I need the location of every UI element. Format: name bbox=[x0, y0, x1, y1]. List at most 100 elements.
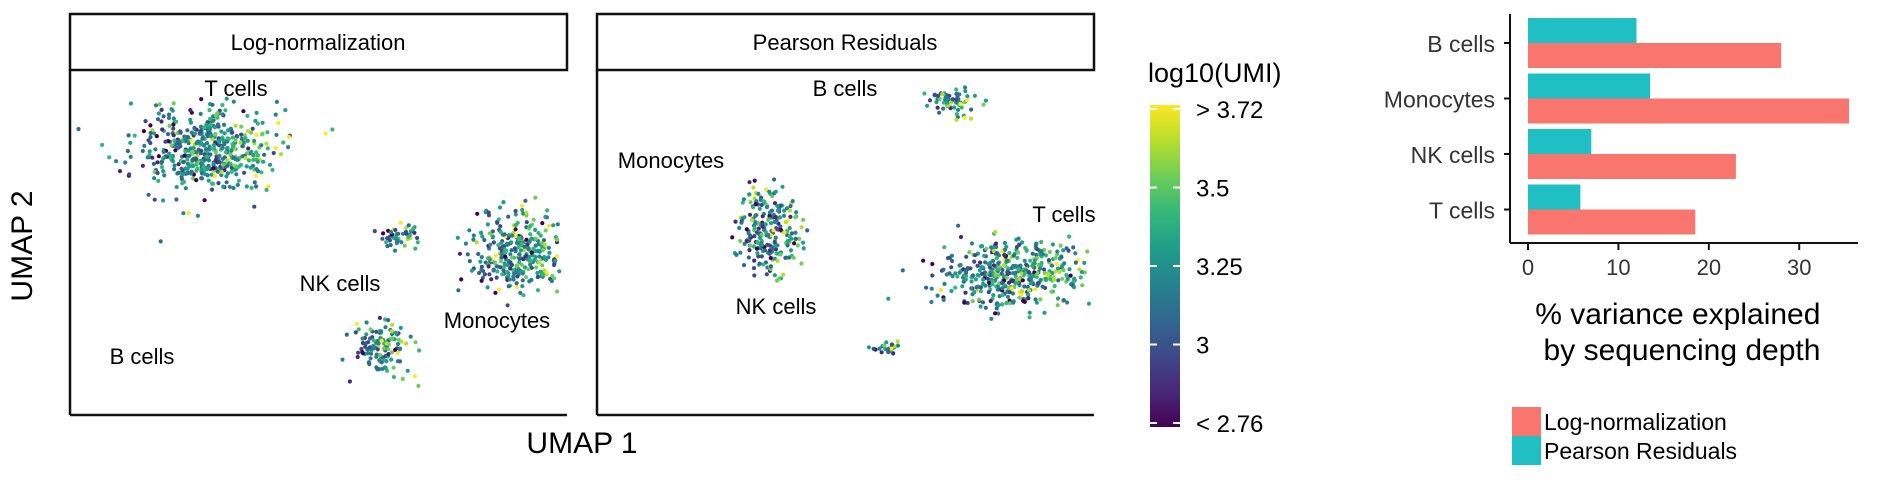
scatter-point bbox=[761, 262, 766, 267]
scatter-point bbox=[1020, 278, 1025, 283]
scatter-point bbox=[772, 239, 777, 245]
scatter-point bbox=[742, 215, 747, 220]
scatter-point bbox=[981, 277, 986, 282]
scatter-point bbox=[922, 91, 927, 96]
scatter-point bbox=[996, 273, 1001, 278]
scatter-point bbox=[954, 117, 959, 122]
scatter-point bbox=[128, 140, 133, 145]
scatter-point bbox=[552, 276, 557, 281]
scatter-point bbox=[753, 213, 758, 219]
scatter-point bbox=[371, 338, 376, 343]
scatter-point bbox=[365, 351, 370, 356]
scatter-point bbox=[415, 235, 420, 241]
scatter-point bbox=[545, 208, 550, 213]
scatter-point bbox=[416, 383, 421, 388]
scatter-point bbox=[384, 341, 389, 346]
scatter-point bbox=[930, 273, 935, 278]
legend-swatch-pearson-residuals bbox=[1512, 436, 1541, 465]
scatter-point bbox=[533, 254, 538, 260]
scatter-point bbox=[377, 358, 382, 363]
scatter-point bbox=[211, 118, 216, 123]
scatter-point bbox=[213, 150, 219, 155]
scatter-point bbox=[553, 258, 558, 263]
bar-pearson-residuals bbox=[1528, 184, 1581, 210]
scatter-point bbox=[524, 275, 529, 280]
scatter-point bbox=[950, 273, 955, 279]
scatter-point bbox=[159, 119, 164, 124]
scatter-point bbox=[380, 366, 385, 371]
scatter-point bbox=[252, 204, 257, 209]
scatter-point bbox=[497, 205, 503, 210]
scatter-point bbox=[958, 234, 964, 240]
scatter-point bbox=[533, 195, 538, 200]
scatter-point bbox=[243, 155, 248, 161]
scatter-point bbox=[265, 130, 270, 135]
scatter-point bbox=[509, 255, 514, 260]
scatter-point bbox=[1022, 258, 1027, 263]
scatter-point bbox=[523, 198, 528, 203]
scatter-point bbox=[493, 260, 498, 265]
scatter-point bbox=[789, 236, 794, 241]
scatter-point bbox=[188, 117, 193, 122]
scatter-point bbox=[186, 141, 191, 146]
scatter-point bbox=[756, 226, 761, 231]
scatter-point bbox=[1034, 272, 1039, 277]
scatter-point bbox=[231, 185, 236, 191]
bar-log-normalization bbox=[1528, 43, 1782, 68]
scatter-point bbox=[1005, 294, 1011, 299]
scatter-point bbox=[224, 174, 229, 179]
scatter-point bbox=[529, 250, 534, 255]
scatter-point bbox=[900, 268, 905, 273]
scatter-point bbox=[360, 350, 365, 355]
bar-x-axis-title-line-2: by sequencing depth bbox=[1544, 334, 1821, 367]
scatter-point bbox=[752, 273, 757, 278]
scatter-point bbox=[773, 215, 778, 220]
scatter-point bbox=[1011, 300, 1016, 305]
scatter-point bbox=[772, 177, 777, 182]
scatter-point bbox=[487, 231, 492, 236]
scatter-point bbox=[190, 164, 196, 169]
scatter-point bbox=[994, 256, 999, 261]
scatter-point bbox=[107, 155, 112, 160]
scatter-point bbox=[259, 143, 264, 148]
facet-strip bbox=[595, 12, 1096, 72]
scatter-point bbox=[980, 271, 985, 276]
scatter-point bbox=[534, 265, 539, 270]
scatter-point bbox=[513, 212, 518, 217]
scatter-point bbox=[1038, 266, 1043, 271]
scatter-point bbox=[205, 173, 210, 178]
scatter-point bbox=[405, 368, 410, 373]
scatter-point bbox=[502, 248, 507, 254]
scatter-point bbox=[1042, 267, 1047, 272]
scatter-point bbox=[146, 192, 151, 197]
scatter-point bbox=[519, 203, 525, 208]
scatter-point bbox=[749, 217, 755, 222]
scatter-point bbox=[246, 146, 251, 151]
scatter-point bbox=[751, 205, 756, 210]
scatter-point bbox=[181, 160, 186, 165]
scatter-point bbox=[230, 130, 235, 135]
scatter-point bbox=[215, 169, 220, 174]
scatter-point bbox=[193, 131, 198, 136]
scatter-point bbox=[1035, 247, 1040, 252]
scatter-point bbox=[171, 116, 176, 121]
scatter-point bbox=[778, 203, 783, 208]
scatter-points bbox=[730, 85, 1091, 356]
scatter-point bbox=[481, 269, 486, 274]
scatter-point bbox=[172, 163, 177, 168]
scatter-point bbox=[161, 169, 166, 174]
scatter-point bbox=[161, 156, 166, 161]
scatter-point bbox=[389, 329, 394, 334]
scatter-point bbox=[140, 163, 145, 168]
scatter-point bbox=[513, 227, 518, 232]
scatter-point bbox=[985, 276, 991, 281]
scatter-point bbox=[399, 339, 404, 344]
scatter-point bbox=[738, 250, 743, 255]
scatter-point bbox=[768, 221, 774, 226]
scatter-point bbox=[344, 332, 349, 337]
scatter-point bbox=[506, 214, 511, 219]
scatter-point bbox=[173, 148, 178, 153]
cluster-label: B cells bbox=[110, 344, 175, 369]
scatter-point bbox=[202, 143, 207, 148]
scatter-point bbox=[412, 230, 417, 235]
